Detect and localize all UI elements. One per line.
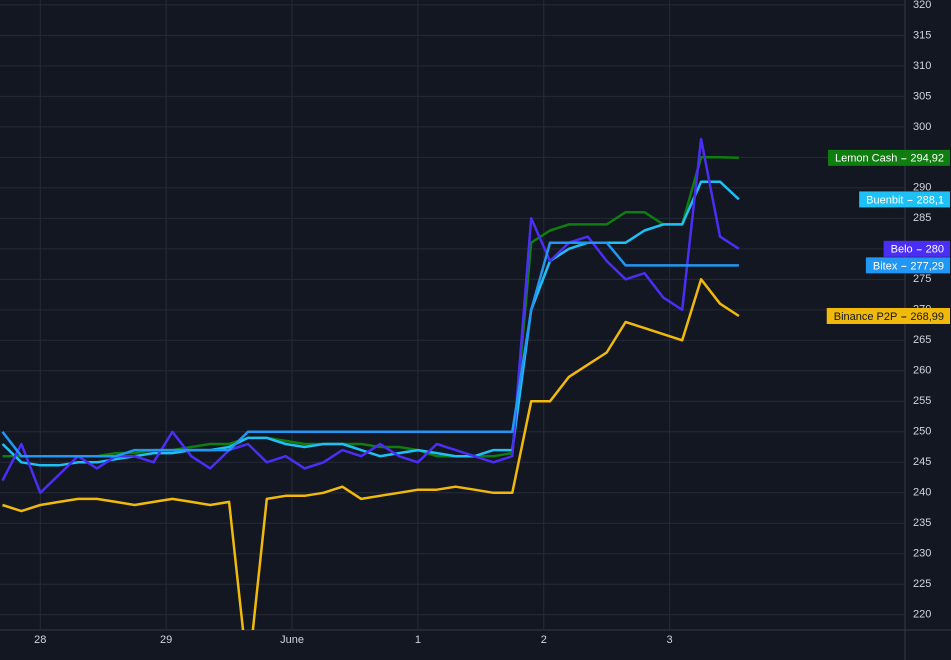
last-value-label: 288,1 [916, 194, 944, 206]
last-value-tag [859, 191, 950, 208]
series-line [2, 278, 740, 630]
series-line [1, 180, 740, 467]
y-tick-label: 260 [913, 365, 931, 377]
x-tick-label: 3 [667, 634, 673, 646]
last-value-tag [865, 257, 950, 274]
last-value-label: 294,92 [910, 153, 944, 165]
last-value-tag [883, 240, 950, 257]
x-tick-label: June [280, 634, 304, 646]
y-tick-label: 250 [913, 426, 931, 438]
y-tick-label: 290 [913, 182, 931, 194]
last-value-name: Belo [891, 244, 913, 256]
y-tick-label: 245 [913, 456, 931, 468]
last-value-tag [827, 149, 950, 166]
x-tick-label: 1 [415, 634, 421, 646]
last-value-name: Lemon Cash [835, 153, 897, 165]
last-value-label: 280 [926, 244, 944, 256]
y-tick-label: 220 [913, 609, 931, 621]
y-tick-label: 300 [913, 121, 931, 133]
y-tick-label: 240 [913, 487, 931, 499]
x-tick-label: 29 [160, 634, 172, 646]
y-tick-label: 275 [913, 273, 931, 285]
last-value-name: Binance P2P [834, 311, 898, 323]
y-tick-label: 225 [913, 578, 931, 590]
y-tick-label: 230 [913, 548, 931, 560]
x-tick-label: 2 [541, 634, 547, 646]
y-tick-label: 235 [913, 517, 931, 529]
y-tick-label: 320 [913, 0, 931, 11]
y-tick-label: 315 [913, 29, 931, 41]
y-tick-label: 305 [913, 90, 931, 102]
series-line [1, 241, 739, 458]
last-value-name: Bitex [873, 260, 898, 272]
last-value-name: Buenbit [866, 194, 903, 206]
series-line [1, 137, 740, 495]
last-value-tag [826, 307, 950, 324]
y-tick-label: 265 [913, 334, 931, 346]
y-tick-label: 310 [913, 60, 931, 72]
last-value-label: 277,29 [910, 260, 944, 272]
last-value-label: 268,99 [910, 311, 944, 323]
y-tick-label: 255 [913, 395, 931, 407]
x-tick-label: 28 [34, 634, 46, 646]
y-tick-label: 285 [913, 212, 931, 224]
